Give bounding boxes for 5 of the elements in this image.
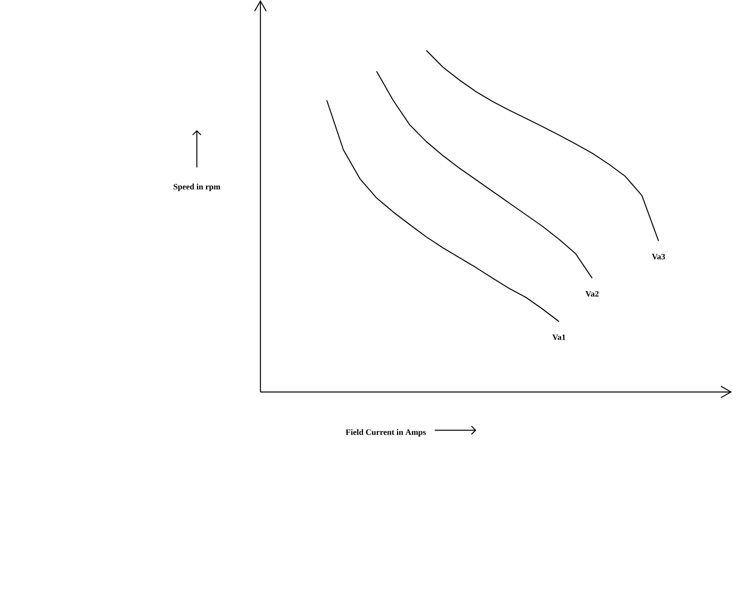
x-axis-title: Field Current in Amps [346, 429, 426, 437]
series-label: Va3 [652, 254, 665, 260]
series-label: Va1 [552, 334, 566, 340]
y-axis-title: Speed in rpm [174, 184, 220, 192]
series-label: Va2 [586, 291, 599, 297]
